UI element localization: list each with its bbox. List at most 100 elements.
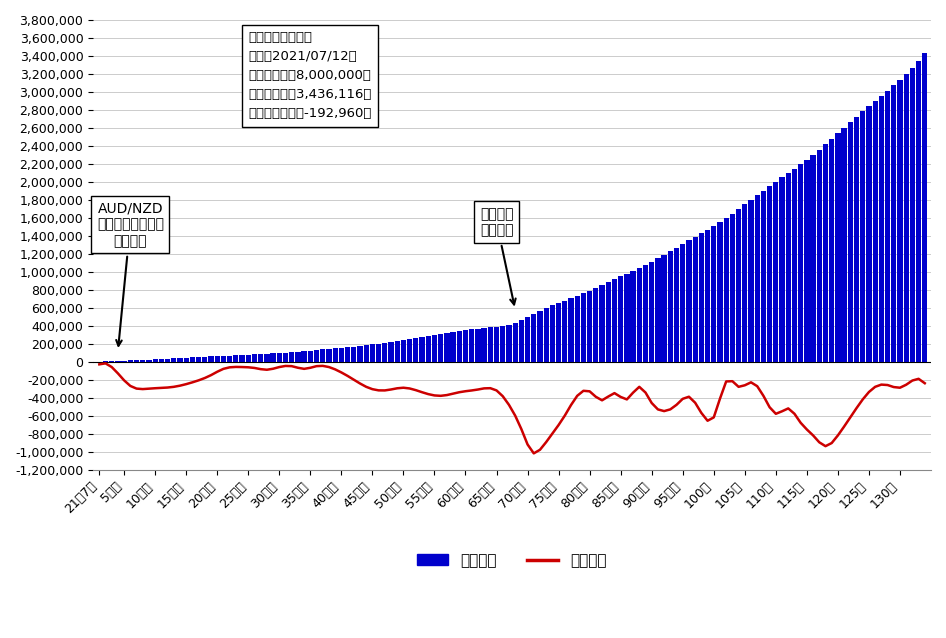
Bar (755, 195, 760, 362)
Bar (556, 303, 561, 362)
Bar (618, 276, 623, 362)
Bar (314, 350, 319, 362)
Bar (382, 343, 388, 362)
Bar (333, 348, 338, 362)
Bar (128, 360, 133, 362)
Bar (699, 234, 704, 362)
Bar (121, 360, 127, 362)
Bar (761, 191, 766, 362)
Bar (842, 128, 847, 362)
Bar (872, 101, 878, 362)
Bar (289, 352, 294, 362)
Bar (792, 168, 797, 362)
Bar (518, 320, 524, 362)
Bar (302, 351, 307, 362)
Bar (624, 274, 629, 362)
Bar (574, 295, 580, 362)
Bar (562, 300, 568, 362)
Bar (165, 359, 170, 362)
Bar (190, 357, 195, 362)
Bar (680, 244, 685, 362)
Bar (202, 357, 207, 362)
Text: 世界戦略
スタート: 世界戦略 スタート (480, 207, 516, 304)
Bar (295, 352, 301, 362)
Bar (686, 241, 692, 362)
Bar (785, 173, 791, 362)
Bar (320, 350, 325, 362)
Bar (668, 251, 673, 362)
Bar (482, 328, 487, 362)
Bar (463, 330, 468, 362)
Legend: 確定利益, 評価損益: 確定利益, 評価損益 (412, 547, 613, 574)
Bar (413, 338, 418, 362)
Bar (426, 336, 430, 362)
Bar (370, 345, 375, 362)
Bar (239, 355, 245, 362)
Bar (488, 327, 493, 362)
Bar (246, 355, 251, 362)
Bar (264, 354, 270, 362)
Bar (537, 311, 543, 362)
Bar (394, 341, 400, 362)
Bar (401, 340, 406, 362)
Bar (692, 237, 698, 362)
Bar (469, 329, 474, 362)
Bar (903, 74, 909, 362)
Bar (637, 268, 642, 362)
Bar (152, 359, 158, 362)
Bar (184, 357, 189, 362)
Bar (910, 68, 915, 362)
Bar (208, 356, 214, 362)
Bar (550, 306, 555, 362)
Bar (593, 288, 599, 362)
Bar (773, 182, 779, 362)
Bar (717, 222, 723, 362)
Bar (494, 327, 499, 362)
Bar (544, 308, 549, 362)
Bar (711, 226, 716, 362)
Bar (674, 248, 679, 362)
Bar (581, 293, 587, 362)
Bar (351, 346, 357, 362)
Bar (879, 96, 884, 362)
Bar (569, 298, 573, 362)
Bar (867, 106, 871, 362)
Bar (513, 323, 517, 362)
Bar (363, 345, 369, 362)
Bar (605, 283, 611, 362)
Bar (630, 271, 636, 362)
Bar (389, 342, 394, 362)
Bar (600, 285, 604, 362)
Bar (450, 332, 456, 362)
Bar (220, 356, 226, 362)
Bar (612, 279, 617, 362)
Bar (171, 359, 176, 362)
Bar (829, 139, 834, 362)
Bar (196, 357, 201, 362)
Bar (419, 337, 425, 362)
Bar (525, 317, 530, 362)
Bar (854, 117, 859, 362)
Bar (345, 347, 350, 362)
Bar (252, 355, 257, 362)
Bar (234, 355, 238, 362)
Bar (767, 186, 772, 362)
Bar (860, 112, 866, 362)
Bar (724, 218, 728, 362)
Bar (922, 53, 927, 362)
Bar (431, 335, 437, 362)
Bar (358, 346, 362, 362)
Bar (115, 361, 120, 362)
Bar (339, 348, 344, 362)
Bar (736, 209, 742, 362)
Bar (729, 214, 735, 362)
Bar (649, 262, 655, 362)
Bar (326, 349, 332, 362)
Bar (407, 339, 412, 362)
Bar (307, 350, 313, 362)
Bar (140, 360, 146, 362)
Bar (134, 360, 139, 362)
Bar (276, 353, 282, 362)
Bar (445, 333, 449, 362)
Bar (816, 150, 822, 362)
